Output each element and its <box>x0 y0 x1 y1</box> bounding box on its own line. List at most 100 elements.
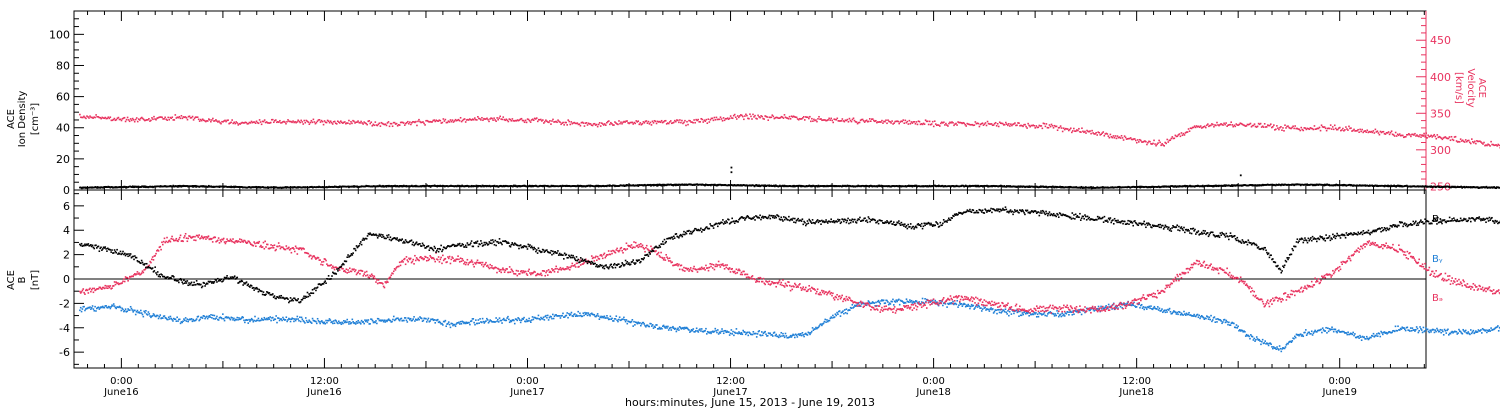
velocity-point <box>243 122 246 124</box>
velocity-point <box>723 119 726 122</box>
velocity-point <box>143 118 145 121</box>
velocity-point <box>505 118 508 121</box>
velocity-point <box>398 124 401 126</box>
velocity-point <box>1445 137 1448 139</box>
velocity-point <box>883 120 885 123</box>
velocity-point <box>426 119 428 122</box>
velocity-point <box>410 123 412 126</box>
density-point <box>964 185 966 188</box>
velocity-point <box>886 122 888 125</box>
velocity-point <box>788 115 791 118</box>
velocity-point <box>544 120 546 123</box>
velocity-point <box>148 118 150 120</box>
velocity-point <box>409 121 411 123</box>
velocity-point <box>407 120 409 123</box>
velocity-point <box>783 114 786 116</box>
velocity-point <box>1491 143 1493 146</box>
velocity-point <box>1478 140 1480 143</box>
velocity-point <box>822 119 824 121</box>
velocity-point <box>934 123 937 125</box>
velocity-point <box>1118 136 1121 138</box>
velocity-point <box>225 120 227 123</box>
velocity-point <box>664 119 667 122</box>
velocity-point <box>732 114 735 117</box>
velocity-point <box>1251 124 1254 127</box>
velocity-tick-label: 300 <box>1430 144 1451 157</box>
velocity-point <box>1077 129 1079 132</box>
velocity-point <box>161 116 163 119</box>
velocity-point <box>168 118 171 121</box>
velocity-point <box>584 122 587 125</box>
velocity-point <box>924 119 927 122</box>
velocity-point <box>951 121 953 123</box>
velocity-point <box>1003 123 1006 126</box>
velocity-point <box>331 123 334 125</box>
velocity-point <box>1056 129 1059 132</box>
velocity-point <box>535 117 538 119</box>
velocity-point <box>757 114 759 117</box>
velocity-point <box>1210 124 1212 127</box>
density-point <box>514 184 517 187</box>
velocity-point <box>954 123 956 125</box>
velocity-point <box>1026 127 1028 129</box>
velocity-point <box>1272 125 1274 128</box>
velocity-point <box>1090 132 1092 135</box>
velocity-point <box>221 120 223 123</box>
velocity-point <box>1208 125 1210 128</box>
velocity-point <box>1497 143 1500 146</box>
velocity-point <box>101 116 104 119</box>
velocity-point <box>257 122 260 125</box>
velocity-point <box>1273 124 1275 126</box>
velocity-point <box>895 120 897 123</box>
velocity-point <box>1287 125 1289 127</box>
velocity-point <box>1148 140 1150 143</box>
velocity-point <box>1093 133 1095 135</box>
velocity-point <box>1213 125 1215 128</box>
velocity-point <box>1484 144 1486 147</box>
velocity-point <box>1331 126 1334 128</box>
velocity-point <box>1387 131 1390 133</box>
velocity-point <box>1333 124 1336 127</box>
velocity-point <box>967 123 970 125</box>
velocity-point <box>302 123 305 125</box>
density-point <box>258 186 261 188</box>
velocity-point <box>905 121 908 124</box>
velocity-point <box>632 123 634 125</box>
velocity-point <box>990 123 993 125</box>
velocity-point <box>139 117 142 120</box>
velocity-point <box>852 117 855 120</box>
velocity-point <box>1191 126 1194 129</box>
velocity-point <box>484 118 486 120</box>
velocity-point <box>837 120 840 122</box>
velocity-point <box>1225 122 1227 124</box>
velocity-point <box>386 122 389 124</box>
velocity-point <box>214 120 216 122</box>
velocity-point <box>1048 124 1051 126</box>
velocity-point <box>553 121 555 123</box>
velocity-point <box>274 119 276 122</box>
velocity-point <box>458 119 461 122</box>
velocity-point <box>239 123 242 125</box>
velocity-point <box>899 121 902 123</box>
density-point <box>159 185 161 188</box>
velocity-point <box>1370 130 1373 133</box>
velocity-point <box>317 119 320 121</box>
velocity-point <box>475 118 477 121</box>
velocity-point <box>1078 127 1080 130</box>
velocity-point <box>702 121 705 123</box>
velocity-point <box>768 116 771 119</box>
velocity-point <box>676 119 678 121</box>
velocity-point <box>1395 135 1398 137</box>
velocity-point <box>1075 130 1077 133</box>
velocity-point <box>1124 136 1127 139</box>
velocity-point <box>215 119 217 121</box>
velocity-point <box>906 120 909 123</box>
velocity-point <box>268 122 271 124</box>
velocity-point <box>1401 134 1404 137</box>
velocity-point <box>950 122 952 124</box>
velocity-point <box>190 116 193 119</box>
velocity-point <box>1265 126 1268 128</box>
velocity-point <box>193 117 196 120</box>
velocity-point <box>1366 129 1369 132</box>
velocity-point <box>285 122 287 125</box>
